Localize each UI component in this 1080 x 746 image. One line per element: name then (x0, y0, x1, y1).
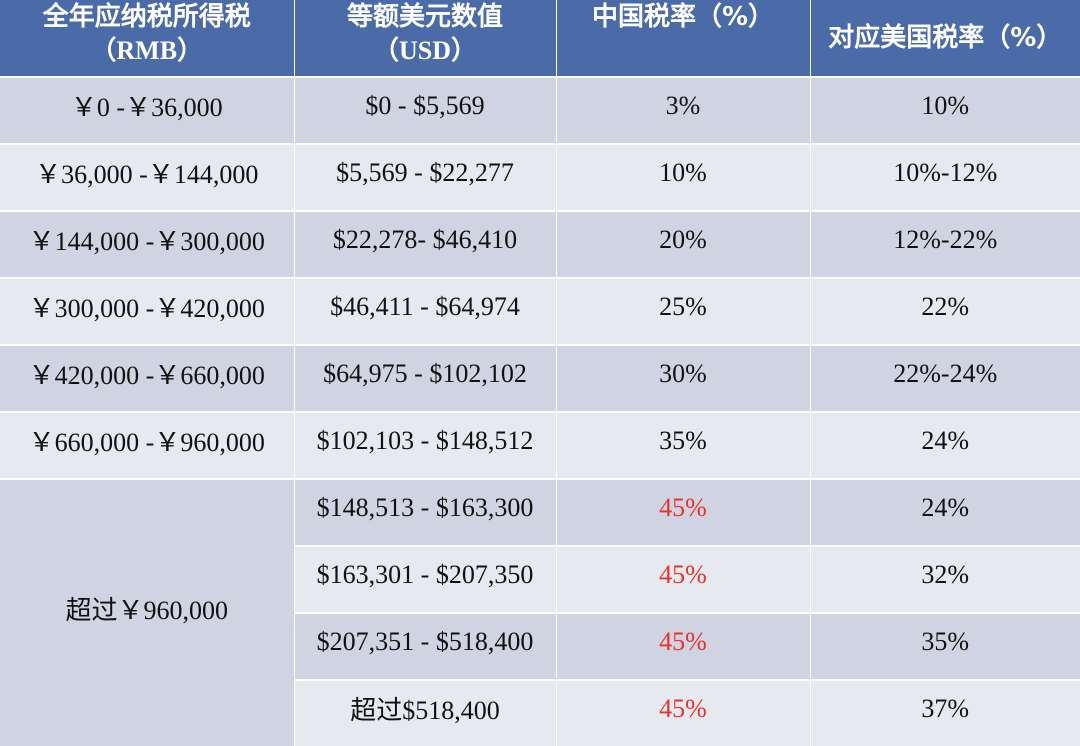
usd-cell: $64,975 - $102,102 (294, 344, 557, 412)
usd-cell: $22,278- $46,410 (294, 210, 557, 278)
us-rate-cell: 22% (810, 277, 1080, 345)
usd-cell: $0 - $5,569 (294, 76, 557, 144)
usd-cell: $207,351 - $518,400 (294, 612, 557, 680)
cn-rate-cell: 25% (556, 277, 811, 345)
table-row: ￥660,000 -￥960,000 $102,103 - $148,512 3… (0, 411, 1080, 479)
table-row: ￥300,000 -￥420,000 $46,411 - $64,974 25%… (0, 277, 1080, 345)
header-usd-title: 等额美元数值 (346, 2, 503, 32)
header-rmb: 全年应纳税所得税 （RMB） (0, 0, 295, 77)
us-rate-cell: 35% (810, 612, 1080, 680)
table-row: ￥420,000 -￥660,000 $64,975 - $102,102 30… (0, 344, 1080, 412)
usd-cell: $163,301 - $207,350 (294, 545, 557, 613)
usd-cell: $46,411 - $64,974 (294, 277, 557, 345)
header-usd: 等额美元数值 （USD） (294, 0, 557, 77)
table-row: 超过￥960,000 $148,513 - $163,300 45% 24% (0, 478, 1080, 746)
cn-rate-cell: 45% (556, 545, 811, 613)
usd-cell: 超过$518,400 (294, 679, 557, 746)
header-cn-rate: 中国税率（%） (556, 0, 811, 77)
cn-rate-cell: 45% (556, 612, 811, 680)
cn-rate-cell: 45% (556, 679, 811, 746)
rmb-cell: ￥144,000 -￥300,000 (0, 210, 295, 278)
cn-rate-cell: 35% (556, 411, 811, 479)
rmb-cell: ￥36,000 -￥144,000 (0, 143, 295, 211)
table-row: $163,301 - $207,350 45% 32% (0, 545, 1080, 613)
header-rmb-unit: （RMB） (90, 36, 204, 65)
rmb-cell: ￥300,000 -￥420,000 (0, 277, 295, 345)
header-rmb-title: 全年应纳税所得税 (42, 2, 251, 32)
header-usd-unit: （USD） (372, 36, 477, 65)
header-row: 全年应纳税所得税 （RMB） 等额美元数值 （USD） 中国税率（%） 对应美国… (0, 0, 1080, 77)
rmb-cell-top-bracket: 超过￥960,000 (0, 478, 295, 746)
usd-cell: $148,513 - $163,300 (294, 478, 557, 546)
us-rate-cell: 22%-24% (810, 344, 1080, 412)
us-rate-cell: 24% (810, 478, 1080, 546)
rmb-cell: ￥660,000 -￥960,000 (0, 411, 295, 479)
header-us-rate-label: 对应美国税率（%） (828, 23, 1063, 53)
table-row: ￥144,000 -￥300,000 $22,278- $46,410 20% … (0, 210, 1080, 278)
cn-rate-cell: 3% (556, 76, 811, 144)
rmb-cell: ￥0 -￥36,000 (0, 76, 295, 144)
cn-rate-cell: 10% (556, 143, 811, 211)
cn-rate-cell: 45% (556, 478, 811, 546)
us-rate-cell: 32% (810, 545, 1080, 613)
table-row: ￥0 -￥36,000 $0 - $5,569 3% 10% (0, 76, 1080, 144)
us-rate-cell: 10%-12% (810, 143, 1080, 211)
cn-rate-cell: 30% (556, 344, 811, 412)
us-rate-cell: 12%-22% (810, 210, 1080, 278)
header-cn-rate-label: 中国税率（%） (591, 2, 775, 32)
usd-cell: $5,569 - $22,277 (294, 143, 557, 211)
rmb-cell: ￥420,000 -￥660,000 (0, 344, 295, 412)
table-row: ￥36,000 -￥144,000 $5,569 - $22,277 10% 1… (0, 143, 1080, 211)
header-us-rate: 对应美国税率（%） (810, 0, 1080, 77)
us-rate-cell: 24% (810, 411, 1080, 479)
cn-rate-cell: 20% (556, 210, 811, 278)
us-rate-cell: 10% (810, 76, 1080, 144)
us-rate-cell: 37% (810, 679, 1080, 746)
usd-cell: $102,103 - $148,512 (294, 411, 557, 479)
